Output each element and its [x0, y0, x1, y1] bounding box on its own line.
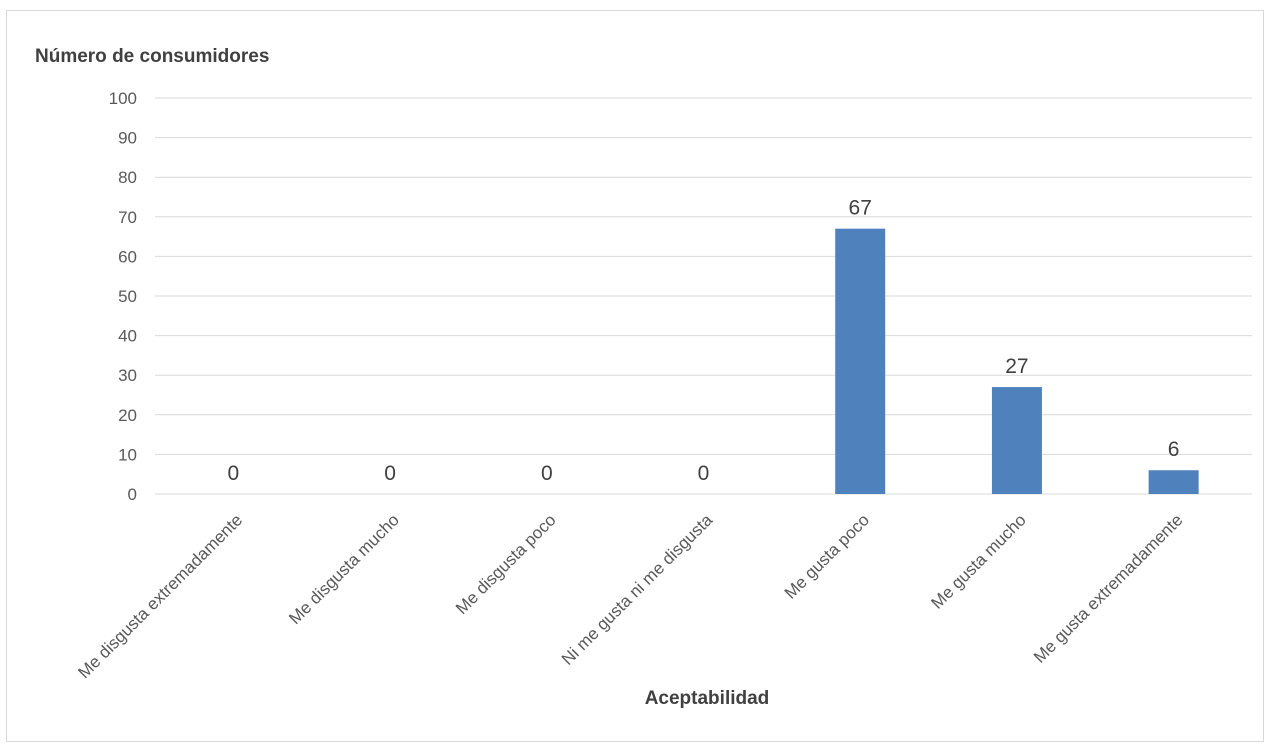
- y-axis-ticks: 0 10 20 30 40 50 60 70 80 90 100: [109, 89, 137, 504]
- data-label: 6: [1168, 438, 1180, 461]
- data-label: 0: [228, 462, 240, 485]
- y-tick-label: 50: [118, 287, 137, 306]
- x-axis-title: Aceptabilidad: [645, 688, 770, 709]
- category-label: Me gusta poco: [781, 510, 873, 602]
- bar: [835, 228, 886, 494]
- bar: [991, 387, 1042, 494]
- y-tick-label: 40: [118, 327, 137, 346]
- y-tick-label: 10: [118, 445, 137, 464]
- data-label: 0: [541, 462, 553, 485]
- gridlines: [155, 97, 1252, 495]
- data-labels: 0 0 0 0 67 27 6: [228, 197, 1180, 485]
- y-tick-label: 100: [109, 89, 137, 108]
- data-label: 27: [1005, 355, 1028, 378]
- y-tick-label: 30: [118, 366, 137, 385]
- y-tick-label: 60: [118, 247, 137, 266]
- data-label: 0: [384, 462, 396, 485]
- bars: [835, 228, 1199, 494]
- y-tick-label: 70: [118, 208, 137, 227]
- chart-frame: [6, 10, 1264, 742]
- category-label: Me disgusta poco: [452, 510, 560, 618]
- bar: [1148, 470, 1199, 494]
- data-label: 0: [698, 462, 710, 485]
- category-label: Me disgusta mucho: [285, 510, 403, 628]
- y-tick-label: 80: [118, 168, 137, 187]
- category-label: Me disgusta extremadamente: [74, 510, 246, 682]
- y-tick-label: 0: [128, 485, 137, 504]
- category-labels: Me disgusta extremadamente Me disgusta mu…: [74, 510, 1186, 682]
- category-label: Me gusta extremadamente: [1030, 510, 1186, 666]
- y-tick-label: 20: [118, 406, 137, 425]
- y-tick-label: 90: [118, 129, 137, 148]
- data-label: 67: [849, 197, 872, 220]
- category-label: Ni me gusta ni me disgusta: [558, 510, 717, 669]
- y-axis-title: Número de consumidores: [35, 46, 269, 67]
- category-label: Me gusta mucho: [927, 510, 1029, 612]
